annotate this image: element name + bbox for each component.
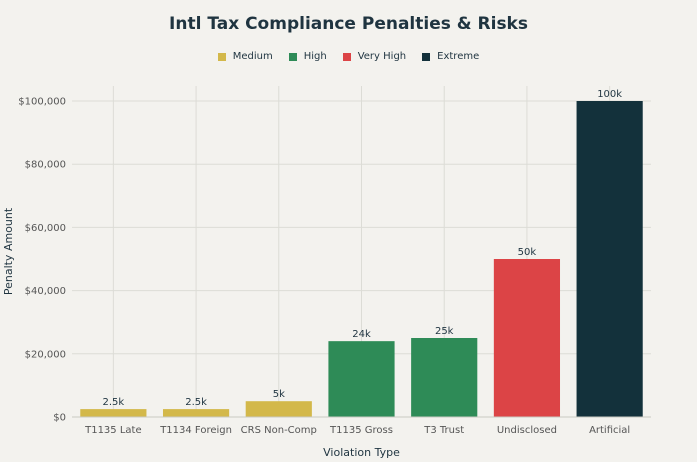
legend-item-high: High: [288, 51, 327, 62]
x-tick-label: CRS Non-Comp: [241, 425, 317, 436]
x-tick-label: T1135 Late: [84, 425, 142, 436]
data-label: 24k: [352, 329, 371, 340]
data-label: 100k: [597, 89, 622, 100]
data-label: 25k: [435, 326, 454, 337]
legend-item-extreme: Extreme: [422, 51, 479, 62]
legend-label-medium: Medium: [232, 51, 273, 62]
legend-item-very-high: Very High: [342, 51, 407, 62]
y-tick-label: $40,000: [25, 286, 66, 297]
legend-label-extreme: Extreme: [437, 51, 480, 62]
bar: [411, 338, 478, 417]
legend-label-high: High: [303, 51, 327, 62]
legend-swatch-extreme: [422, 52, 431, 61]
bar: [576, 101, 643, 417]
legend-swatch-very-high: [342, 52, 351, 61]
legend-item-medium: Medium: [217, 51, 273, 62]
data-label: 2.5k: [103, 397, 125, 408]
x-axis-title: Violation Type: [323, 446, 400, 459]
legend-swatch-high: [288, 52, 297, 61]
chart-title: Intl Tax Compliance Penalties & Risks: [169, 14, 528, 34]
data-label: 50k: [518, 247, 537, 258]
legend-label-very-high: Very High: [357, 51, 407, 62]
x-tick-label: Undisclosed: [497, 425, 557, 436]
data-label: 5k: [273, 389, 285, 400]
x-tick-label: Artificial: [589, 425, 630, 436]
bar: [80, 409, 147, 417]
x-tick-label: T1134 Foreign: [159, 425, 232, 436]
bar: [162, 409, 230, 417]
y-tick-label: $20,000: [25, 349, 66, 360]
data-label: 2.5k: [185, 397, 207, 408]
bar: [328, 341, 395, 417]
bar: [245, 401, 312, 417]
y-tick-label: $0: [53, 413, 66, 424]
y-axis-title: Penalty Amount: [2, 207, 15, 295]
x-tick-label: T1135 Gross: [329, 425, 393, 436]
y-tick-label: $80,000: [25, 160, 66, 171]
legend: Medium High Very High Extreme: [0, 51, 697, 62]
legend-swatch-medium: [217, 52, 226, 61]
bar: [493, 259, 561, 417]
y-tick-label: $60,000: [25, 223, 66, 234]
y-tick-label: $100,000: [18, 97, 66, 108]
x-tick-label: T3 Trust: [423, 425, 464, 436]
